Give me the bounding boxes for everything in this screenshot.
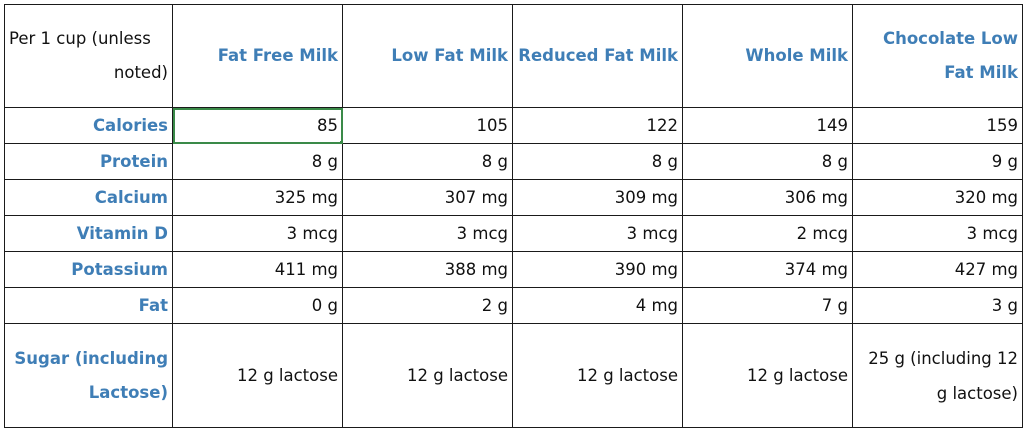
- column-header-label: Fat Free Milk: [217, 46, 338, 65]
- cell-line2: g lactose): [936, 383, 1018, 403]
- cell[interactable]: 3 mcg: [172, 215, 343, 252]
- cell[interactable]: 12 g lactose: [512, 323, 683, 428]
- column-header-whole[interactable]: Whole Milk: [682, 4, 853, 108]
- row-potassium: Potassium 411 mg 388 mg 390 mg 374 mg 42…: [4, 251, 1023, 288]
- cell[interactable]: 8 g: [342, 143, 513, 180]
- row-header-sugar-line2: Lactose): [88, 382, 168, 402]
- cell[interactable]: 8 g: [682, 143, 853, 180]
- cell[interactable]: 12 g lactose: [682, 323, 853, 428]
- cell[interactable]: 12 g lactose: [172, 323, 343, 428]
- cell[interactable]: 388 mg: [342, 251, 513, 288]
- cell[interactable]: 149: [682, 107, 853, 144]
- column-header-reduced-fat[interactable]: Reduced Fat Milk: [512, 4, 683, 108]
- column-header-chocolate-low-fat[interactable]: Chocolate Low Fat Milk: [852, 4, 1023, 108]
- column-header-fat-free[interactable]: Fat Free Milk: [172, 4, 343, 108]
- cell[interactable]: 9 g: [852, 143, 1023, 180]
- cell[interactable]: 374 mg: [682, 251, 853, 288]
- cell[interactable]: 8 g: [172, 143, 343, 180]
- row-header-vitamin-d[interactable]: Vitamin D: [4, 215, 173, 252]
- column-header-label: Whole Milk: [745, 46, 848, 65]
- cell[interactable]: 390 mg: [512, 251, 683, 288]
- corner-label-line1: Per 1 cup (unless: [9, 29, 151, 48]
- cell[interactable]: 2 mcg: [682, 215, 853, 252]
- row-sugar: Sugar (including Lactose) 12 g lactose 1…: [4, 323, 1023, 428]
- cell[interactable]: 159: [852, 107, 1023, 144]
- cell[interactable]: 325 mg: [172, 179, 343, 216]
- row-header-calories[interactable]: Calories: [4, 107, 173, 144]
- row-calories: Calories 85 105 122 149 159: [4, 107, 1023, 144]
- column-header-label-line2: Fat Milk: [944, 63, 1018, 82]
- cell[interactable]: 7 g: [682, 287, 853, 324]
- cell[interactable]: 3 mcg: [342, 215, 513, 252]
- row-header-calcium[interactable]: Calcium: [4, 179, 173, 216]
- row-header-protein[interactable]: Protein: [4, 143, 173, 180]
- corner-header-cell[interactable]: Per 1 cup (unless noted): [4, 4, 173, 108]
- cell[interactable]: 307 mg: [342, 179, 513, 216]
- cell[interactable]: 3 g: [852, 287, 1023, 324]
- cell[interactable]: 306 mg: [682, 179, 853, 216]
- cell[interactable]: 309 mg: [512, 179, 683, 216]
- cell[interactable]: 4 mg: [512, 287, 683, 324]
- cell[interactable]: 105: [342, 107, 513, 144]
- cell[interactable]: 3 mcg: [852, 215, 1023, 252]
- cell[interactable]: 8 g: [512, 143, 683, 180]
- row-protein: Protein 8 g 8 g 8 g 8 g 9 g: [4, 143, 1023, 180]
- cell-selected[interactable]: 85: [172, 107, 343, 144]
- cell[interactable]: 12 g lactose: [342, 323, 513, 428]
- row-header-fat[interactable]: Fat: [4, 287, 173, 324]
- cell[interactable]: 0 g: [172, 287, 343, 324]
- nutrition-table: Per 1 cup (unless noted) Fat Free Milk L…: [4, 4, 1023, 428]
- cell-chocolate-sugar[interactable]: 25 g (including 12 g lactose): [852, 323, 1023, 428]
- column-header-label-line1: Chocolate Low: [882, 29, 1018, 48]
- row-header-sugar[interactable]: Sugar (including Lactose): [4, 323, 173, 428]
- corner-label-line2: noted): [113, 63, 168, 82]
- row-vitamin-d: Vitamin D 3 mcg 3 mcg 3 mcg 2 mcg 3 mcg: [4, 215, 1023, 252]
- column-header-label: Low Fat Milk: [391, 46, 508, 65]
- column-header-label: Reduced Fat Milk: [518, 46, 678, 65]
- cell[interactable]: 411 mg: [172, 251, 343, 288]
- cell-line1: 25 g (including 12: [868, 348, 1018, 368]
- row-calcium: Calcium 325 mg 307 mg 309 mg 306 mg 320 …: [4, 179, 1023, 216]
- cell[interactable]: 320 mg: [852, 179, 1023, 216]
- header-row: Per 1 cup (unless noted) Fat Free Milk L…: [4, 4, 1023, 108]
- row-fat: Fat 0 g 2 g 4 mg 7 g 3 g: [4, 287, 1023, 324]
- cell[interactable]: 3 mcg: [512, 215, 683, 252]
- row-header-sugar-line1: Sugar (including: [14, 348, 168, 368]
- row-header-potassium[interactable]: Potassium: [4, 251, 173, 288]
- column-header-low-fat[interactable]: Low Fat Milk: [342, 4, 513, 108]
- cell[interactable]: 122: [512, 107, 683, 144]
- cell[interactable]: 2 g: [342, 287, 513, 324]
- cell[interactable]: 427 mg: [852, 251, 1023, 288]
